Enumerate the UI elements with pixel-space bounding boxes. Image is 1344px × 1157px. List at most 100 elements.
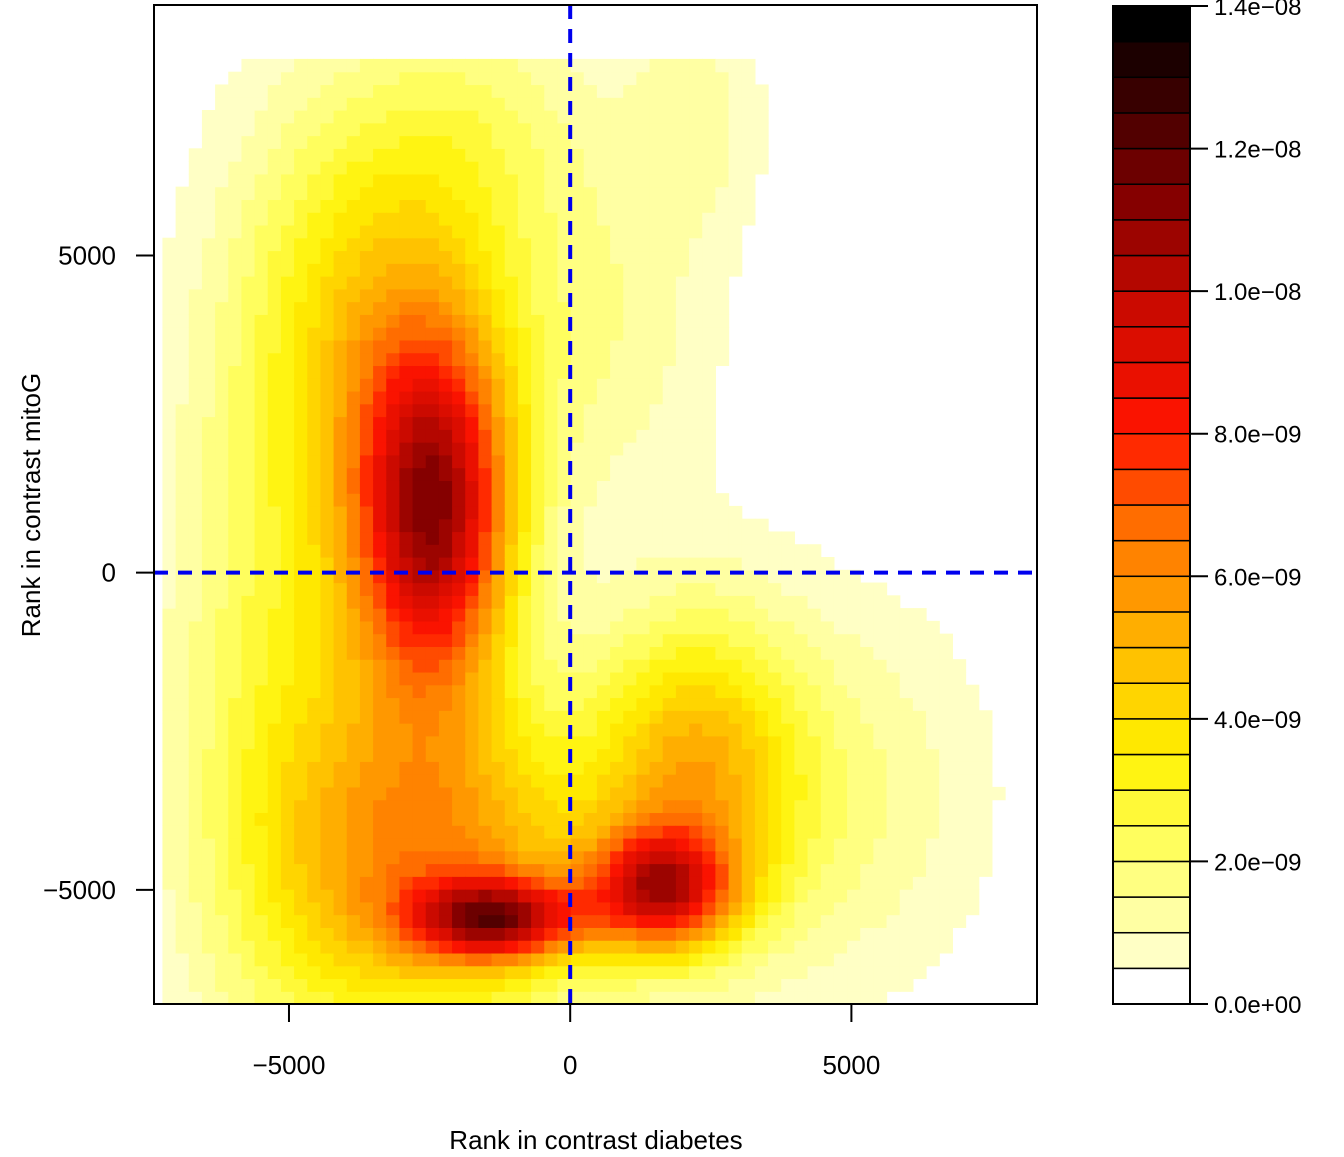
heatmap-cell [280,531,295,545]
heatmap-cell [675,544,690,558]
heatmap-cell [201,161,216,175]
heatmap-cell [702,301,716,315]
heatmap-cell [307,442,322,456]
heatmap-cell [452,799,466,814]
heatmap-cell [728,582,743,596]
heatmap-cell [807,774,822,788]
heatmap-cell [583,557,598,571]
heatmap-cell [201,671,216,686]
heatmap-cell [294,531,308,545]
heatmap-cell [504,914,519,928]
heatmap-cell [728,186,743,200]
heatmap-cell [557,684,572,699]
heatmap-cell [702,608,716,622]
heatmap-cell [610,199,624,213]
heatmap-cell [847,927,861,941]
heatmap-cell [399,276,414,290]
heatmap-cell [465,276,480,290]
heatmap-cell [741,774,756,788]
heatmap-cell [728,58,743,73]
heatmap-cell [465,889,480,903]
heatmap-cell [504,339,519,354]
colorbar-level [1112,361,1191,399]
heatmap-cell [860,914,874,928]
heatmap-cell [280,646,295,660]
heatmap-cell [254,250,269,264]
heatmap-cell [333,390,348,405]
heatmap-cell [623,608,638,622]
heatmap-cell [689,403,703,418]
heatmap-cell [689,327,703,341]
heatmap-cell [636,135,651,149]
heatmap-cell [162,965,177,980]
heatmap-cell [412,544,427,558]
heatmap-cell [280,403,295,418]
heatmap-cell [544,442,559,456]
heatmap-cell [438,671,453,686]
heatmap-cell [320,646,335,660]
heatmap-cell [517,173,532,188]
heatmap-cell [399,442,414,456]
heatmap-cell [794,620,809,635]
heatmap-cell [399,71,414,86]
heatmap-cell [491,454,506,469]
heatmap-cell [794,557,809,571]
heatmap-cell [425,186,440,200]
heatmap-cell [965,723,980,737]
heatmap-cell [359,378,374,392]
heatmap-cell [399,288,414,303]
heatmap-cell [517,454,532,469]
heatmap-cell [465,646,480,660]
heatmap-cell [452,684,466,699]
heatmap-cell [320,735,335,750]
heatmap-cell [425,659,440,673]
heatmap-cell [873,927,888,941]
heatmap-cell [847,646,861,660]
heatmap-cell [939,914,953,928]
heatmap-cell [610,212,624,226]
heatmap-cell [741,799,756,814]
heatmap-cell [965,825,980,839]
heatmap-cell [346,927,361,941]
heatmap-cell [452,659,466,673]
heatmap-cell [662,186,677,200]
heatmap-cell [886,914,901,928]
heatmap-cell [294,429,308,443]
heatmap-cell [175,595,190,609]
heatmap-cell [241,952,256,967]
heatmap-cell [557,339,572,354]
heatmap-cell [689,812,703,826]
heatmap-cell [754,952,769,967]
heatmap-cell [452,186,466,200]
heatmap-cell [386,544,401,558]
heatmap-cell [228,965,243,980]
heatmap-cell [228,173,243,188]
heatmap-cell [294,442,308,456]
heatmap-cell [952,735,967,750]
heatmap-cell [768,799,782,814]
heatmap-cell [228,237,243,252]
heatmap-cell [373,684,387,699]
heatmap-cell [662,212,677,226]
heatmap-cell [491,850,506,865]
heatmap-cell [438,774,453,788]
heatmap-cell [201,812,216,826]
heatmap-cell [636,799,651,814]
heatmap-cell [926,697,940,711]
heatmap-cell [359,646,374,660]
heatmap-cell [531,991,545,1004]
heatmap-cell [636,684,651,699]
heatmap-cell [386,288,401,303]
heatmap-cell [570,480,585,494]
heatmap-cell [254,901,269,916]
heatmap-cell [162,710,177,724]
heatmap-cell [741,518,756,533]
heatmap-cell [465,901,480,916]
heatmap-cell [320,659,335,673]
heatmap-cell [294,467,308,481]
heatmap-cell [491,505,506,520]
heatmap-cell [610,965,624,980]
heatmap-cell [280,927,295,941]
heatmap-cell [952,786,967,801]
heatmap-cell [715,735,730,750]
